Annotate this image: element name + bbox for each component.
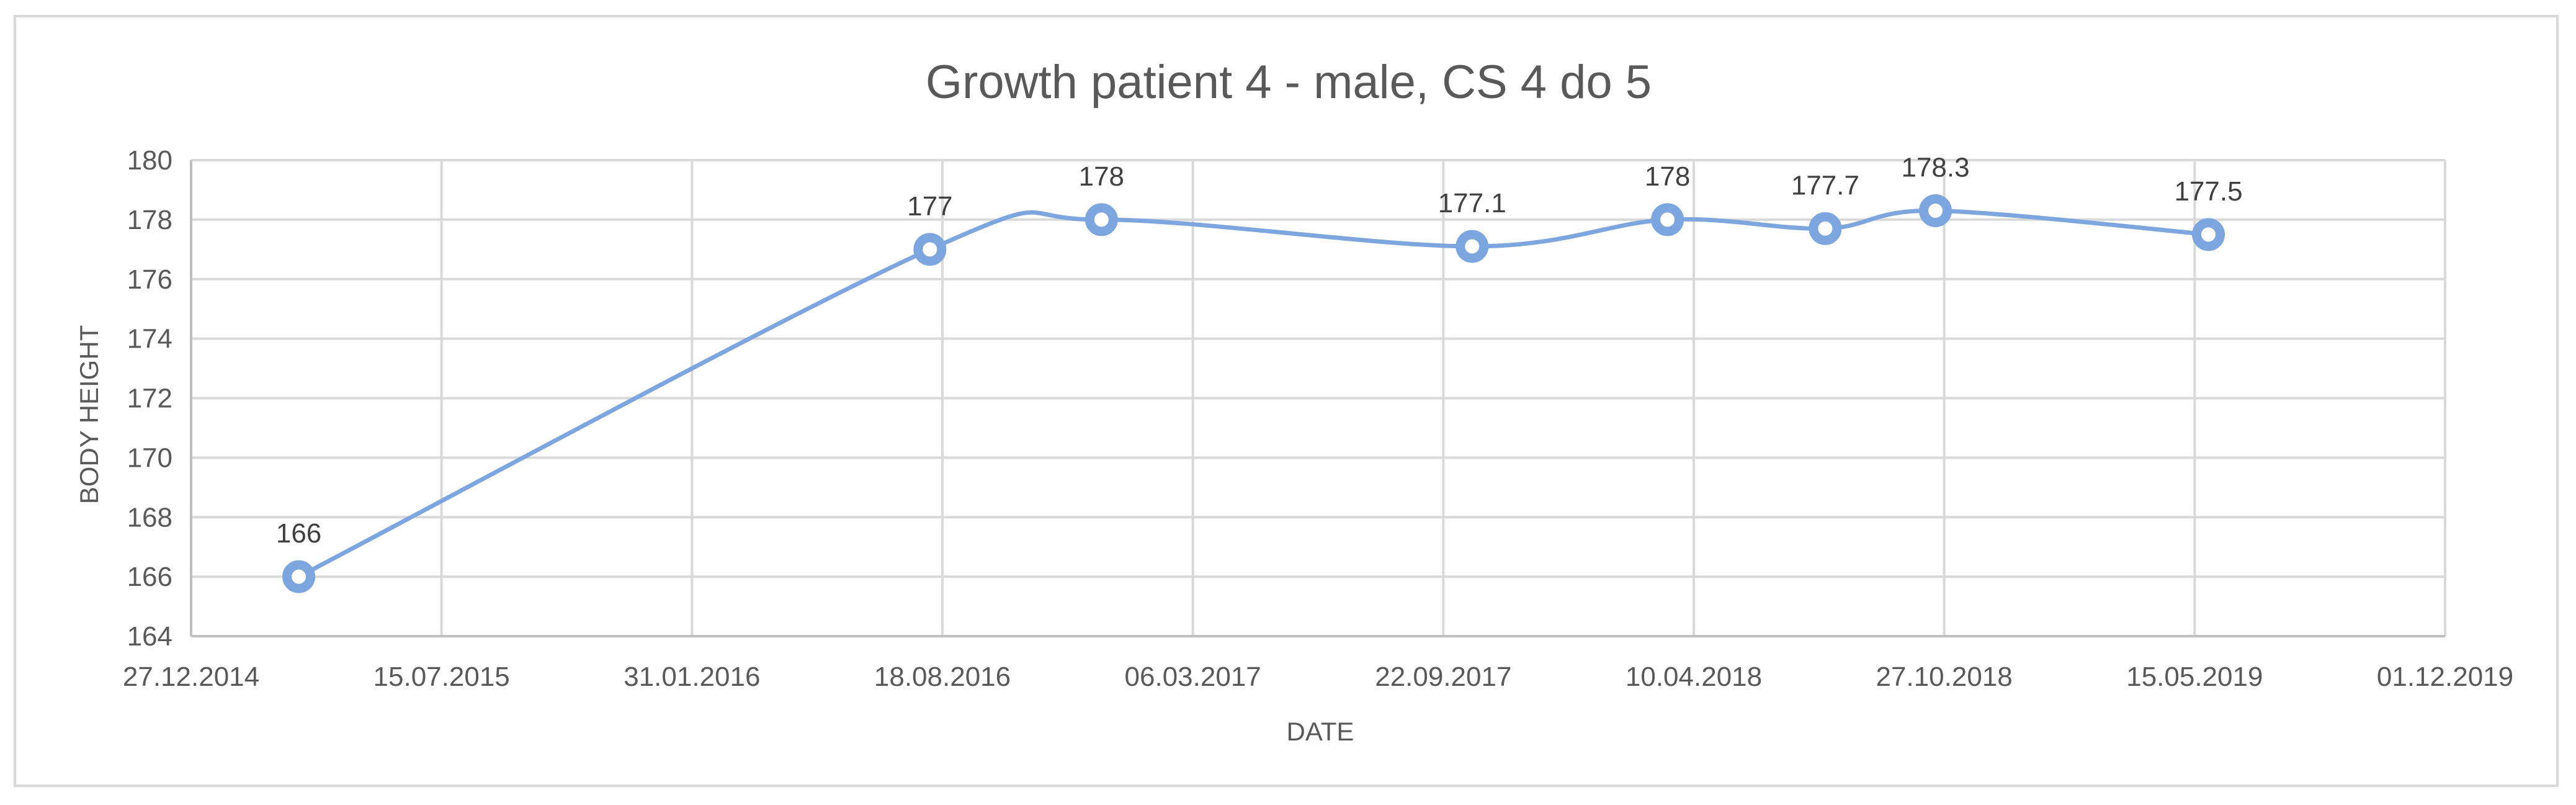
- y-tick-label: 176: [127, 264, 172, 295]
- chart-container: Growth patient 4 - male, CS 4 do 5 164 16…: [14, 15, 2559, 787]
- data-label: 178.3: [1901, 152, 1969, 182]
- x-tick-label: 22.09.2017: [1375, 662, 1511, 692]
- data-point: [282, 560, 316, 593]
- chart-canvas: Growth patient 4 - male, CS 4 do 5 164 16…: [74, 56, 2513, 746]
- data-label: 177.5: [2174, 176, 2242, 207]
- y-tick-label: 166: [127, 562, 172, 592]
- y-tick-label: 178: [127, 205, 172, 235]
- data-point: [1809, 212, 1842, 245]
- x-tick-label: 27.12.2014: [123, 662, 259, 692]
- data-label: 177.7: [1791, 170, 1859, 200]
- x-axis-title: DATE: [1287, 717, 1354, 746]
- data-point: [2192, 218, 2225, 251]
- y-tick-label: 170: [127, 443, 172, 473]
- y-tick-label: 164: [127, 621, 172, 652]
- data-point: [1456, 230, 1489, 263]
- series-line: [297, 208, 2209, 579]
- x-tick-label: 15.07.2015: [373, 662, 510, 692]
- y-tick-label: 172: [127, 384, 172, 414]
- data-point: [1651, 203, 1684, 236]
- data-point: [1085, 203, 1118, 236]
- y-axis-title: BODY HEIGHT: [74, 325, 104, 505]
- x-tick-label: 01.12.2019: [2377, 662, 2513, 692]
- data-label: 166: [276, 518, 321, 549]
- x-tick-label: 27.10.2018: [1876, 662, 2013, 692]
- x-tick-label: 15.05.2019: [2126, 662, 2263, 692]
- data-label: 177: [907, 191, 952, 222]
- y-tick-label: 180: [127, 145, 172, 176]
- data-point: [913, 233, 947, 266]
- chart-title: Growth patient 4 - male, CS 4 do 5: [926, 56, 1652, 109]
- data-label: 178: [1079, 161, 1124, 192]
- x-tick-label: 18.08.2016: [874, 662, 1011, 692]
- data-point: [1919, 194, 1952, 227]
- data-label: 177.1: [1438, 188, 1506, 218]
- x-tick-label: 31.01.2016: [624, 662, 760, 692]
- data-label: 178: [1645, 161, 1690, 192]
- x-tick-label: 10.04.2018: [1626, 662, 1762, 692]
- x-tick-label: 06.03.2017: [1125, 662, 1261, 692]
- y-tick-label: 174: [127, 324, 172, 354]
- y-tick-label: 168: [127, 502, 172, 533]
